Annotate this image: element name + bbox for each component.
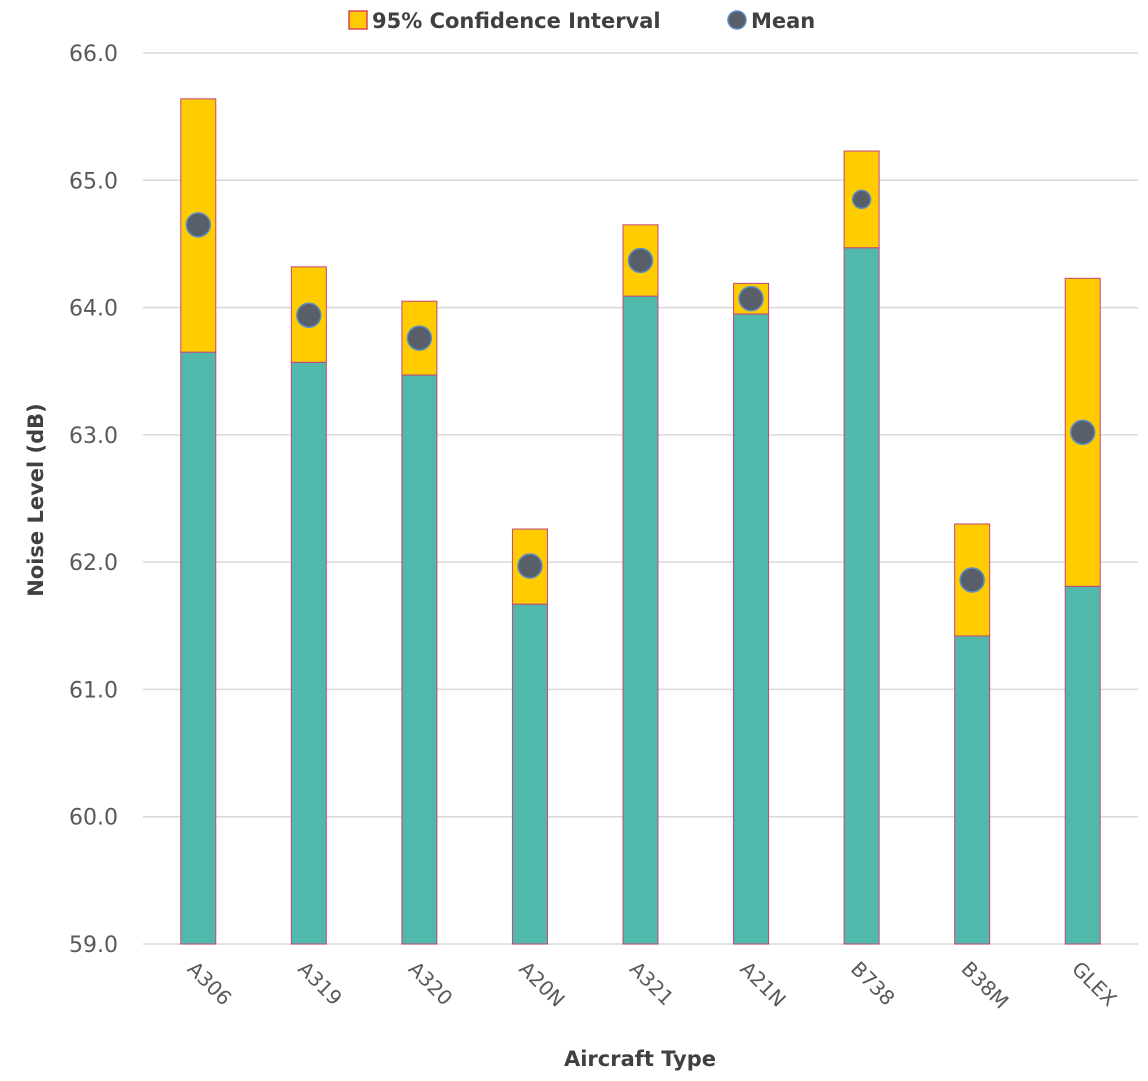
bar-base — [954, 635, 991, 945]
mean-marker — [959, 567, 985, 593]
mean-marker — [296, 302, 322, 328]
bar-base — [843, 247, 880, 945]
x-axis-title: Aircraft Type — [564, 1047, 716, 1071]
legend: 95% Confidence Interval Mean — [348, 9, 815, 33]
x-tick-label: B738 — [846, 957, 900, 1011]
bar-base — [622, 295, 659, 945]
y-axis-title: Noise Level (dB) — [24, 403, 48, 597]
legend-ci-label: 95% Confidence Interval — [372, 9, 661, 33]
y-tick-label: 63.0 — [69, 424, 118, 449]
bar-base — [733, 313, 770, 945]
y-tick-label: 64.0 — [69, 297, 118, 322]
bar-base — [180, 351, 217, 945]
y-tick-label: 65.0 — [69, 169, 118, 194]
y-axis-ticks: 59.0 60.0 61.0 62.0 63.0 64.0 65.0 66.0 — [69, 42, 118, 958]
y-tick-label: 66.0 — [69, 42, 118, 67]
bars — [180, 98, 1101, 945]
y-tick-label: 59.0 — [69, 933, 118, 958]
mean-markers — [185, 189, 1096, 593]
x-tick-label: A321 — [625, 957, 679, 1011]
x-axis-ticks: A306 A319 A320 A20N A321 A21N B738 B38M GLEX — [183, 957, 1122, 1014]
legend-ci-swatch — [348, 10, 368, 30]
x-tick-label: B38M — [957, 957, 1014, 1014]
mean-marker — [185, 212, 212, 238]
mean-marker — [406, 325, 433, 351]
bar-base — [1064, 585, 1101, 945]
mean-marker — [738, 285, 764, 312]
bar-base — [401, 374, 438, 945]
mean-marker — [1069, 419, 1096, 446]
x-tick-label: A306 — [183, 957, 237, 1011]
y-tick-label: 60.0 — [69, 806, 118, 831]
x-tick-label: A320 — [404, 957, 458, 1011]
mean-marker — [517, 553, 543, 579]
x-tick-label: A20N — [514, 957, 569, 1012]
y-tick-label: 61.0 — [69, 678, 118, 703]
x-tick-label: GLEX — [1067, 957, 1122, 1012]
mean-marker — [627, 247, 654, 274]
legend-mean-label: Mean — [751, 9, 815, 33]
y-tick-label: 62.0 — [69, 551, 118, 576]
legend-mean-swatch — [727, 10, 747, 30]
mean-marker — [851, 189, 872, 210]
x-tick-label: A319 — [293, 957, 347, 1011]
bar-base — [511, 603, 548, 945]
bar-base — [290, 361, 327, 945]
x-tick-label: A21N — [736, 957, 791, 1012]
